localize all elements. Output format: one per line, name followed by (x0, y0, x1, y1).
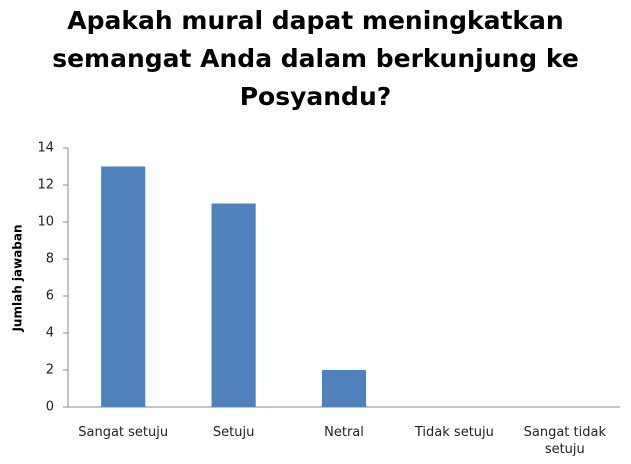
x-tick-label: Sangat setuju (78, 425, 169, 440)
x-tick-label: Netral (324, 425, 364, 440)
y-tick-label: 6 (46, 289, 54, 304)
y-tick-label: 2 (46, 363, 54, 378)
bar (101, 166, 146, 407)
y-tick-label: 8 (46, 252, 54, 267)
x-tick-label: Setuju (212, 425, 255, 440)
y-tick-label: 0 (46, 400, 54, 415)
x-tick-label: Sangat tidak setuju (523, 425, 606, 457)
bar (211, 203, 256, 407)
y-tick-label: 10 (37, 215, 54, 230)
bar (321, 370, 367, 407)
y-tick-label: 14 (37, 141, 54, 156)
y-axis-label: Jumlah jawaban (11, 224, 25, 332)
chart-title: Apakah mural dapat meningkatkan semangat… (52, 6, 579, 111)
y-tick-label: 12 (37, 178, 54, 193)
y-tick-label: 4 (46, 326, 54, 341)
x-tick-label: Tidak setuju (414, 425, 494, 440)
